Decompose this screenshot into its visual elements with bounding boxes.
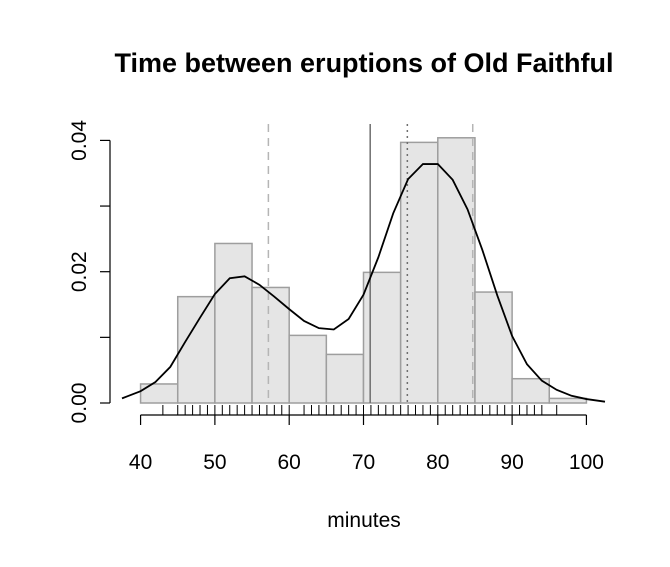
density-curve-group (121, 163, 606, 403)
histogram-bar (251, 286, 290, 404)
x-tick-label: 90 (500, 451, 523, 474)
histogram-bar (548, 397, 588, 404)
histogram-bar (474, 291, 513, 404)
x-axis: 40 50 60 70 80 90 100 (129, 414, 604, 474)
rug-marks (162, 405, 558, 415)
chart-title: Time between eruptions of Old Faithful (114, 48, 613, 78)
reference-lines (267, 124, 474, 403)
histogram-bar (214, 242, 253, 404)
x-tick-label: 100 (569, 451, 604, 474)
x-tick-label: 50 (203, 451, 226, 474)
histogram-bar (288, 334, 328, 404)
x-axis-label: minutes (327, 509, 401, 532)
histogram-bar (362, 271, 402, 404)
histogram-bar (437, 137, 476, 404)
density-curve (121, 163, 606, 403)
x-tick-label: 60 (278, 451, 301, 474)
y-axis: 0.00 0.02 0.04 (68, 120, 111, 424)
x-tick-label: 80 (426, 451, 449, 474)
histogram-bar (176, 295, 216, 404)
histogram-bar (511, 377, 551, 404)
y-tick-label: 0.00 (68, 383, 91, 424)
x-tick-label: 40 (129, 451, 152, 474)
x-tick-label: 70 (352, 451, 375, 474)
histogram-bars (139, 137, 588, 404)
histogram-bar (325, 353, 365, 404)
y-tick-label: 0.04 (68, 120, 91, 161)
y-tick-label: 0.02 (68, 251, 91, 292)
